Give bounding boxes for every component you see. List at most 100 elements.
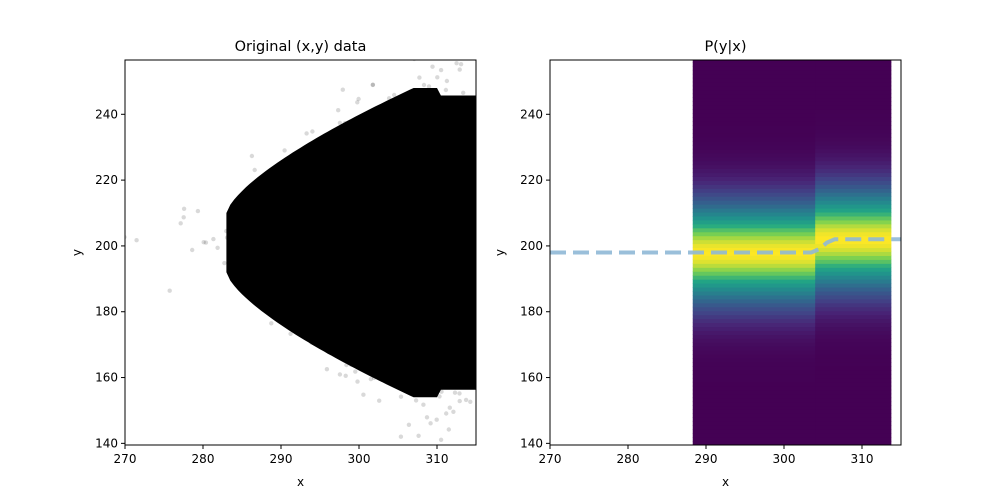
scatter-point bbox=[461, 112, 467, 118]
scatter-point bbox=[469, 234, 474, 240]
scatter-point bbox=[388, 191, 393, 196]
scatter-point bbox=[323, 153, 328, 159]
scatter-point bbox=[382, 279, 387, 285]
scatter-point bbox=[359, 302, 364, 307]
scatter-point bbox=[457, 183, 463, 189]
heatmap-cell bbox=[692, 117, 816, 122]
scatter-point bbox=[418, 223, 423, 228]
scatter-point bbox=[291, 279, 297, 284]
scatter-point bbox=[451, 209, 457, 214]
scatter-point bbox=[442, 296, 447, 301]
heatmap-cell bbox=[692, 243, 816, 249]
scatter-point bbox=[402, 263, 407, 269]
scatter-point bbox=[333, 289, 338, 295]
scatter-point bbox=[456, 210, 461, 215]
scatter-point bbox=[353, 215, 359, 221]
scatter-point bbox=[380, 177, 386, 183]
scatter-point bbox=[336, 236, 341, 242]
heatmap-cell bbox=[692, 437, 816, 442]
scatter-point bbox=[462, 182, 467, 187]
scatter-point bbox=[430, 263, 435, 269]
scatter-point bbox=[363, 255, 368, 260]
scatter-point bbox=[440, 204, 445, 210]
scatter-point bbox=[385, 192, 391, 198]
scatter-point bbox=[384, 197, 389, 202]
scatter-point bbox=[405, 222, 411, 227]
scatter-point bbox=[395, 191, 400, 196]
scatter-point bbox=[405, 272, 410, 277]
scatter-point bbox=[453, 179, 458, 184]
scatter-point bbox=[316, 220, 321, 226]
scatter-point bbox=[448, 265, 453, 270]
scatter-point bbox=[459, 325, 464, 331]
scatter-point bbox=[457, 238, 462, 243]
scatter-point bbox=[445, 302, 451, 307]
scatter-point bbox=[422, 220, 427, 225]
scatter-point bbox=[461, 333, 466, 338]
heatmap-cell bbox=[692, 121, 816, 126]
scatter-point bbox=[312, 265, 318, 271]
scatter-point bbox=[357, 248, 362, 253]
scatter-point bbox=[388, 309, 393, 314]
scatter-point bbox=[389, 135, 395, 140]
scatter-point bbox=[287, 212, 293, 217]
heatmap-cell bbox=[815, 259, 892, 264]
scatter-point bbox=[411, 159, 416, 165]
scatter-point bbox=[275, 311, 280, 316]
scatter-point bbox=[405, 231, 410, 237]
scatter-point bbox=[409, 184, 414, 189]
scatter-point bbox=[389, 164, 394, 170]
scatter-point bbox=[435, 194, 440, 199]
scatter-point bbox=[376, 206, 381, 211]
scatter-point bbox=[252, 246, 258, 251]
scatter-point bbox=[418, 266, 424, 272]
scatter-point bbox=[283, 203, 288, 209]
scatter-point bbox=[455, 173, 460, 179]
scatter-point bbox=[417, 329, 423, 334]
scatter-point bbox=[458, 167, 464, 172]
scatter-point bbox=[428, 238, 433, 243]
scatter-point bbox=[400, 240, 406, 245]
heatmap-cell bbox=[692, 389, 816, 395]
heatmap-cell bbox=[692, 109, 816, 114]
scatter-point bbox=[454, 160, 460, 166]
scatter-point bbox=[420, 118, 426, 124]
scatter-point bbox=[436, 106, 441, 112]
scatter-point bbox=[443, 177, 449, 182]
scatter-point bbox=[455, 279, 460, 284]
scatter-point bbox=[412, 331, 417, 336]
scatter-point bbox=[432, 167, 437, 173]
scatter-point bbox=[349, 269, 354, 274]
scatter-point bbox=[461, 275, 466, 280]
scatter-point bbox=[389, 257, 394, 262]
scatter-point bbox=[435, 260, 440, 265]
scatter-point bbox=[444, 276, 450, 281]
scatter-point bbox=[349, 258, 354, 263]
scatter-point bbox=[376, 306, 382, 312]
scatter-point bbox=[374, 251, 379, 256]
scatter-point bbox=[432, 211, 438, 216]
scatter-point bbox=[446, 255, 451, 260]
scatter-point bbox=[393, 155, 398, 161]
scatter-point bbox=[418, 128, 423, 134]
scatter-point bbox=[424, 209, 430, 214]
scatter-point bbox=[442, 209, 447, 214]
scatter-point bbox=[306, 283, 312, 289]
scatter-point bbox=[250, 191, 255, 197]
heatmap-cell bbox=[815, 377, 892, 383]
scatter-point bbox=[465, 327, 470, 332]
scatter-point bbox=[392, 265, 397, 270]
scatter-point bbox=[466, 263, 471, 268]
scatter-point bbox=[426, 172, 432, 178]
scatter-point bbox=[433, 213, 439, 218]
heatmap-cell bbox=[692, 291, 816, 296]
scatter-point bbox=[302, 165, 307, 170]
density-x-tick-label: 300 bbox=[773, 452, 796, 466]
scatter-point bbox=[454, 61, 459, 66]
heatmap-cell bbox=[815, 117, 892, 122]
scatter-point bbox=[439, 326, 444, 331]
scatter-point bbox=[419, 297, 424, 302]
scatter-point bbox=[358, 154, 364, 159]
scatter-point bbox=[421, 285, 426, 291]
scatter-point bbox=[405, 244, 410, 250]
